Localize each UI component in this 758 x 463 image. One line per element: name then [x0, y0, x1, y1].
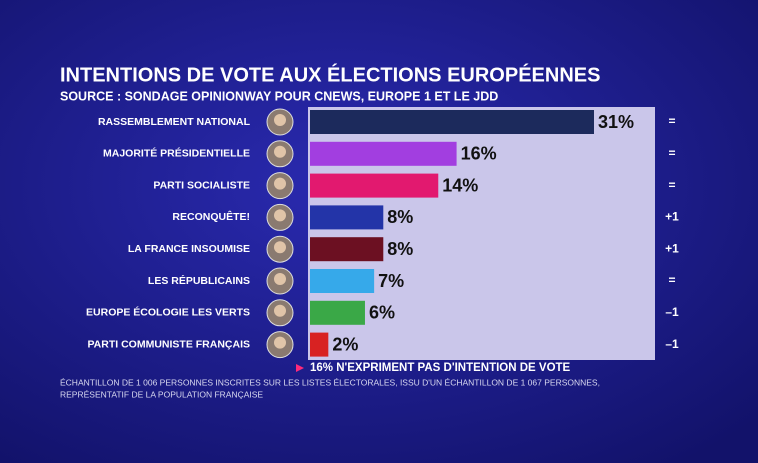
- chart-subtitle: SOURCE : SONDAGE OPINIONWAY POUR CNEWS, …: [60, 89, 498, 103]
- category-label: MAJORITÉ PRÉSIDENTIELLE: [103, 147, 250, 160]
- bar: [310, 141, 457, 166]
- annotation: 16% N'EXPRIMENT PAS D'INTENTION DE VOTE: [310, 362, 571, 374]
- change-label: =: [668, 114, 675, 128]
- portrait-face: [274, 209, 286, 222]
- annotation-arrow: [296, 364, 304, 372]
- value-label: 14%: [442, 175, 478, 195]
- portrait-face: [274, 177, 286, 190]
- bar: [310, 173, 439, 198]
- value-label: 6%: [369, 303, 395, 323]
- value-label: 8%: [387, 207, 413, 227]
- portrait-face: [274, 304, 286, 317]
- value-label: 7%: [378, 271, 404, 291]
- note: ÉCHANTILLON DE 1 006 PERSONNES INSCRITES…: [60, 377, 600, 387]
- change-label: =: [668, 273, 675, 287]
- bar: [310, 300, 365, 325]
- value-label: 2%: [332, 334, 358, 354]
- portrait-face: [274, 145, 286, 158]
- chart-title: INTENTIONS DE VOTE AUX ÉLECTIONS EUROPÉE…: [60, 63, 600, 86]
- change-label: =: [668, 146, 675, 160]
- bar: [310, 205, 384, 230]
- category-label: LA FRANCE INSOUMISE: [128, 243, 250, 255]
- value-label: 31%: [598, 112, 634, 132]
- bar: [310, 269, 375, 293]
- change-label: +1: [665, 241, 679, 255]
- bar: [310, 237, 384, 262]
- category-label: PARTI SOCIALISTE: [153, 179, 250, 191]
- portrait-face: [274, 114, 286, 126]
- portrait-face: [274, 336, 286, 349]
- bar: [310, 110, 594, 134]
- bar: [310, 332, 329, 357]
- value-label: 16%: [461, 144, 497, 164]
- change-label: =: [668, 178, 675, 192]
- change-label: +1: [665, 210, 679, 224]
- category-label: RECONQUÊTE!: [172, 210, 250, 223]
- portrait-face: [274, 241, 286, 254]
- category-label: LES RÉPUBLICAINS: [148, 274, 250, 287]
- category-label: PARTI COMMUNISTE FRANÇAIS: [87, 338, 250, 350]
- change-label: –1: [665, 305, 679, 319]
- value-label: 8%: [387, 239, 413, 259]
- note: REPRÉSENTATIF DE LA POPULATION FRANÇAISE: [60, 389, 263, 399]
- portrait-face: [274, 273, 286, 285]
- category-label: RASSEMBLEMENT NATIONAL: [98, 116, 251, 128]
- category-label: EUROPE ÉCOLOGIE LES VERTS: [86, 306, 250, 319]
- change-label: –1: [665, 337, 679, 351]
